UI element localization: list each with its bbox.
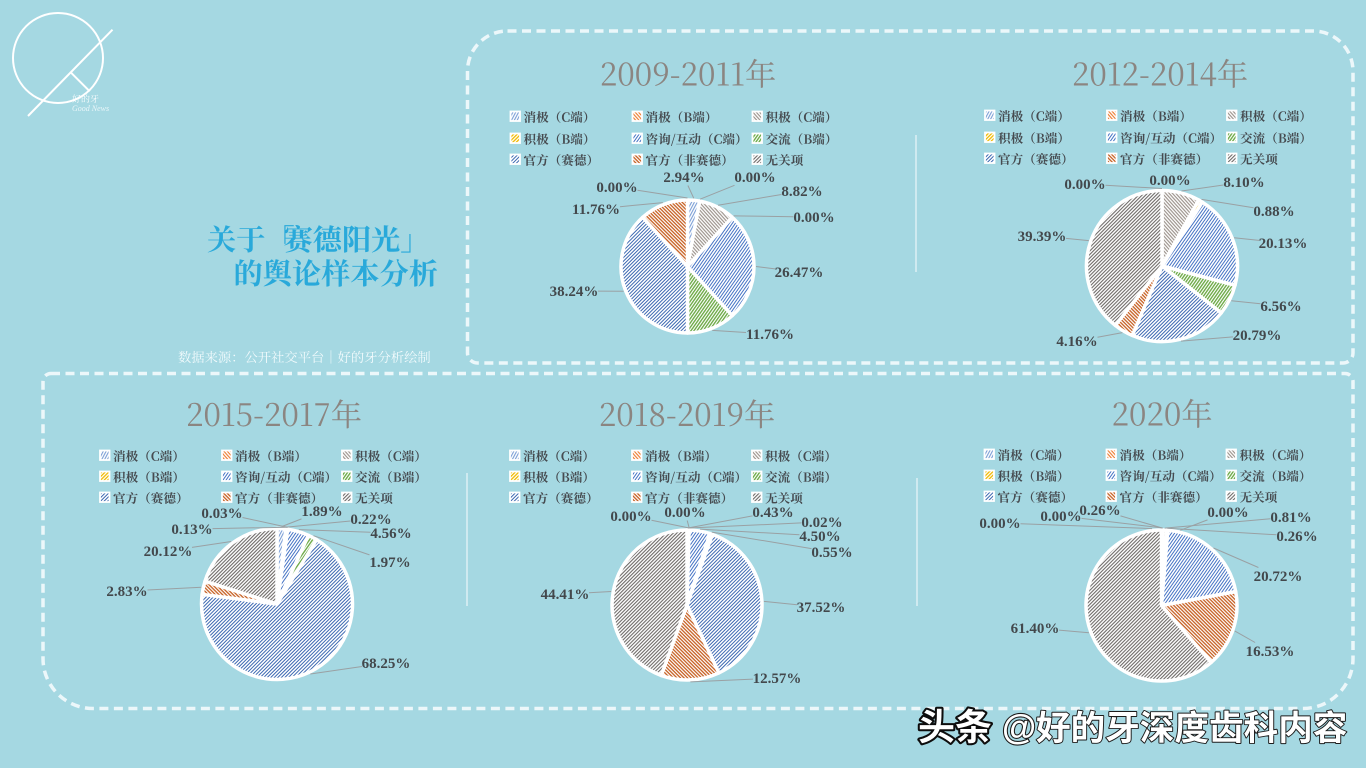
svg-text:4.56%: 4.56% (370, 526, 411, 542)
svg-text:0.00%: 0.00% (1040, 509, 1081, 525)
svg-text:20.13%: 20.13% (1259, 236, 1308, 252)
svg-text:20.79%: 20.79% (1233, 328, 1282, 344)
svg-text:Good News: Good News (72, 104, 109, 113)
svg-text:12.57%: 12.57% (753, 671, 802, 687)
svg-text:1.97%: 1.97% (369, 555, 410, 571)
svg-text:4.16%: 4.16% (1056, 334, 1097, 350)
svg-text:2.94%: 2.94% (663, 170, 704, 186)
svg-text:0.88%: 0.88% (1253, 204, 1294, 220)
svg-text:11.76%: 11.76% (746, 327, 794, 343)
svg-text:20.72%: 20.72% (1254, 569, 1303, 585)
svg-text:0.03%: 0.03% (201, 506, 242, 522)
svg-text:@: @ (1002, 708, 1036, 747)
svg-text:4.50%: 4.50% (799, 529, 840, 545)
svg-text:0.00%: 0.00% (1149, 173, 1190, 189)
svg-text:0.00%: 0.00% (596, 180, 637, 196)
svg-text:37.52%: 37.52% (797, 600, 846, 616)
svg-text:20.12%: 20.12% (144, 544, 193, 560)
svg-text:0.00%: 0.00% (1207, 505, 1248, 521)
svg-text:0.81%: 0.81% (1270, 510, 1311, 526)
svg-text:0.02%: 0.02% (801, 515, 842, 531)
svg-text:6.56%: 6.56% (1260, 299, 1301, 315)
svg-text:1.89%: 1.89% (301, 504, 342, 520)
svg-text:8.10%: 8.10% (1223, 175, 1264, 191)
svg-text:0.00%: 0.00% (1064, 177, 1105, 193)
svg-text:0.00%: 0.00% (734, 170, 775, 186)
svg-text:8.82%: 8.82% (781, 184, 822, 200)
svg-text:16.53%: 16.53% (1246, 644, 1295, 660)
svg-text:0.00%: 0.00% (610, 509, 651, 525)
svg-text:68.25%: 68.25% (362, 656, 411, 672)
svg-text:0.13%: 0.13% (171, 522, 212, 538)
svg-text:0.00%: 0.00% (793, 210, 834, 226)
svg-text:44.41%: 44.41% (541, 587, 590, 603)
svg-text:61.40%: 61.40% (1011, 621, 1060, 637)
svg-text:0.26%: 0.26% (1276, 529, 1317, 545)
svg-text:38.24%: 38.24% (550, 284, 599, 300)
svg-text:26.47%: 26.47% (775, 265, 824, 281)
svg-text:2.83%: 2.83% (106, 584, 147, 600)
svg-text:0.22%: 0.22% (350, 512, 391, 528)
svg-text:0.55%: 0.55% (811, 545, 852, 561)
svg-text:11.76%: 11.76% (572, 202, 620, 218)
svg-text:0.00%: 0.00% (664, 505, 705, 521)
svg-text:0.00%: 0.00% (979, 516, 1020, 532)
svg-text:0.26%: 0.26% (1079, 503, 1120, 519)
svg-text:39.39%: 39.39% (1018, 229, 1067, 245)
svg-text:0.43%: 0.43% (752, 505, 793, 521)
